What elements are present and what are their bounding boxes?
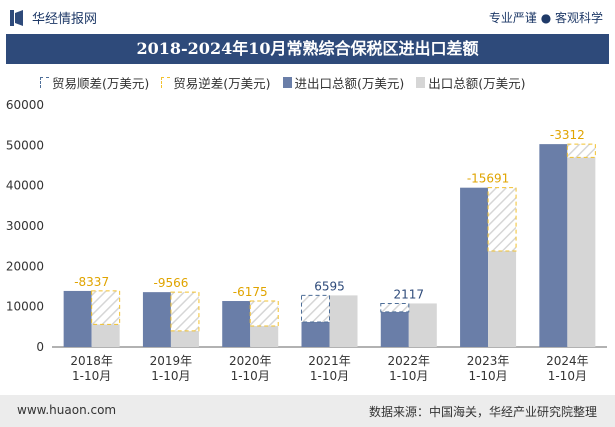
legend-label-import: 进出口总额(万美元) <box>294 76 405 91</box>
x-tick-label-line: 1-10月 <box>310 369 349 383</box>
x-tick-label-line: 1-10月 <box>468 369 507 383</box>
legend-item-deficit: 贸易逆差(万美元) <box>161 73 271 92</box>
x-tick-label-line: 2021年 <box>308 354 351 368</box>
legend-swatch-export <box>416 77 426 88</box>
balance-data-label: -15691 <box>467 172 510 186</box>
legend-swatch-deficit <box>161 77 171 88</box>
import-bar <box>460 187 489 347</box>
x-tick-label: 2018年 1-10月 <box>70 354 113 383</box>
x-tick-label: 2021年 1-10月 <box>308 354 351 383</box>
x-tick-label-line: 2023年 <box>467 354 510 368</box>
import-bar <box>380 311 409 347</box>
balance-data-label: 6595 <box>314 279 345 293</box>
x-tick-label-line: 1-10月 <box>151 369 190 383</box>
deficit-box <box>487 187 517 252</box>
export-bar <box>170 330 199 347</box>
balance-data-label: -9566 <box>153 276 188 290</box>
top-header: 华经情报网 专业严谨 ● 客观科学 <box>0 0 615 33</box>
y-tick-label: 10000 <box>6 300 44 314</box>
x-tick-label: 2023年 1-10月 <box>467 354 510 383</box>
deficit-box <box>566 143 596 158</box>
export-bar <box>91 324 120 347</box>
y-tick-label: 20000 <box>6 259 44 273</box>
import-bar <box>63 290 92 347</box>
export-bar <box>329 295 358 347</box>
surplus-box <box>301 294 330 323</box>
balance-data-label: -8337 <box>74 275 109 289</box>
y-tick-label: 40000 <box>6 179 44 193</box>
legend-swatch-surplus <box>40 77 49 88</box>
balance-data-label: 2117 <box>394 287 425 301</box>
chart-legend: 贸易顺差(万美元) 贸易逆差(万美元) 进出口总额(万美元) 出口总额(万美元) <box>40 73 526 92</box>
x-tick-label: 2022年 1-10月 <box>388 354 431 383</box>
import-bar <box>142 292 171 347</box>
export-bar <box>250 326 279 347</box>
x-tick-label-line: 1-10月 <box>231 369 270 383</box>
x-tick-label-line: 2019年 <box>150 354 193 368</box>
balance-data-label: -6175 <box>233 285 268 299</box>
import-bar <box>301 321 330 347</box>
x-tick-label: 2020年 1-10月 <box>229 354 272 383</box>
surplus-box <box>380 302 410 313</box>
footer-website: www.huaon.com <box>17 403 117 417</box>
site-slogan: 专业严谨 ● 客观科学 <box>488 11 603 25</box>
site-logo: 华经情报网 <box>10 8 97 27</box>
y-tick-label: 50000 <box>6 138 44 152</box>
export-bar <box>567 157 596 347</box>
bar-chart: 0 10000 20000 30000 40000 50000 60000 -8337 201… <box>6 98 607 383</box>
x-tick-label-line: 2024年 <box>546 354 589 368</box>
x-tick-label-line: 1-10月 <box>72 369 111 383</box>
x-tick-label-line: 1-10月 <box>389 369 428 383</box>
x-tick-label-line: 2020年 <box>229 354 272 368</box>
y-tick-label: 30000 <box>6 219 44 233</box>
chart-title: 2018-2024年10月常熟综合保税区进出口差额 <box>6 34 609 64</box>
logo-icon <box>10 9 23 26</box>
footer-source: 数据来源：中国海关，华经产业研究院整理 <box>368 405 597 419</box>
legend-label-export: 出口总额(万美元) <box>428 76 526 91</box>
deficit-box <box>249 300 279 327</box>
x-tick-label-line: 1-10月 <box>548 369 587 383</box>
y-tick-label: 0 <box>36 340 44 354</box>
x-tick-label-line: 2022年 <box>388 354 431 368</box>
legend-label-surplus: 贸易顺差(万美元) <box>52 76 150 91</box>
deficit-box <box>91 290 121 325</box>
footer: www.huaon.com 数据来源：中国海关，华经产业研究院整理 <box>0 395 615 427</box>
export-bar <box>408 303 437 347</box>
legend-item-import: 进出口总额(万美元) <box>282 73 405 92</box>
balance-data-label: -3312 <box>550 128 585 142</box>
export-bar <box>488 251 517 347</box>
x-tick-label-line: 2018年 <box>70 354 113 368</box>
import-bar <box>222 301 251 347</box>
x-tick-label: 2019年 1-10月 <box>150 354 193 383</box>
legend-item-surplus: 贸易顺差(万美元) <box>40 73 149 92</box>
legend-item-export: 出口总额(万美元) <box>416 73 526 92</box>
x-tick-label: 2024年 1-10月 <box>546 354 589 383</box>
import-bar <box>539 144 568 347</box>
legend-label-deficit: 贸易逆差(万美元) <box>173 76 271 91</box>
deficit-box <box>170 291 200 332</box>
legend-swatch-import <box>282 77 292 88</box>
site-name: 华经情报网 <box>32 12 98 27</box>
y-tick-label: 60000 <box>6 98 44 112</box>
